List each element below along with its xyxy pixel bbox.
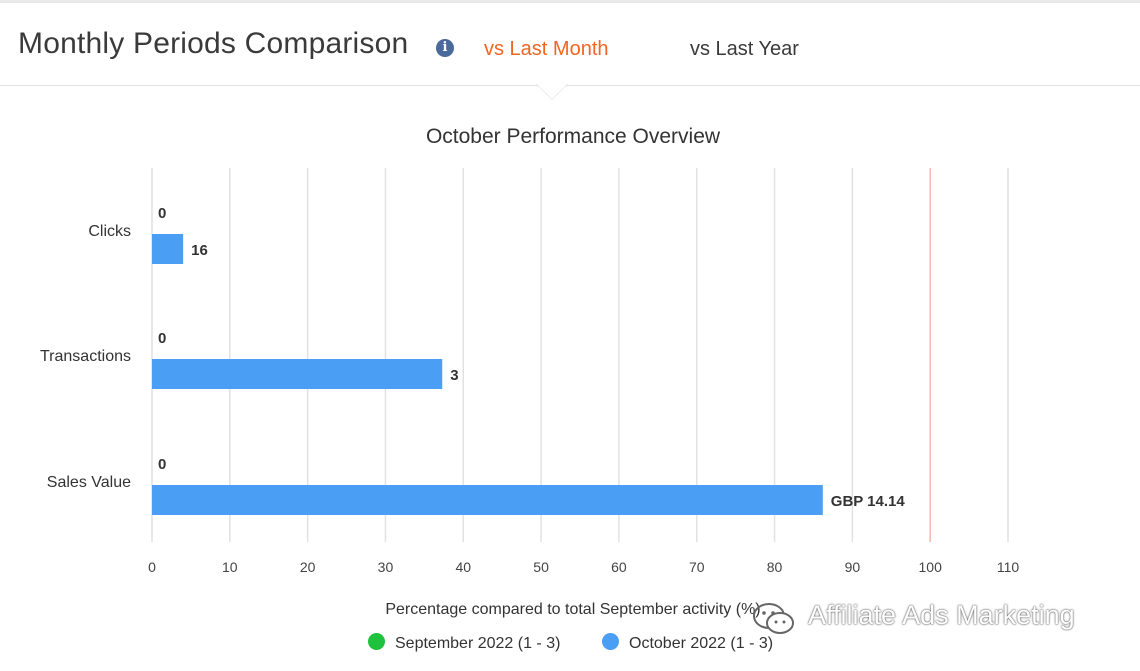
x-tick-label: 50 (533, 559, 549, 575)
watermark: Affiliate Ads Marketing (808, 600, 1075, 630)
chart-title: October Performance Overview (426, 125, 721, 148)
data-label-october: 3 (450, 367, 458, 384)
data-label-october: 16 (191, 242, 208, 259)
x-tick-label: 90 (845, 559, 861, 575)
x-tick-label: 110 (997, 559, 1020, 575)
tab-vs-last-month[interactable]: vs Last Month (484, 38, 609, 60)
x-tick-label: 10 (222, 559, 238, 575)
legend-item-october[interactable]: October 2022 (1 - 3) (602, 633, 773, 653)
top-border (0, 0, 1140, 3)
x-axis-label: Percentage compared to total September a… (385, 601, 760, 618)
x-tick-label: 20 (300, 559, 316, 575)
x-tick-label: 40 (455, 559, 471, 575)
legend-label-september: September 2022 (1 - 3) (395, 635, 561, 652)
legend-label-october: October 2022 (1 - 3) (629, 635, 774, 652)
x-tick-label: 80 (767, 559, 783, 575)
bar-october (152, 485, 823, 515)
wechat-icon (753, 603, 794, 634)
category-label: Sales Value (47, 474, 131, 491)
bar-october (152, 359, 443, 389)
data-label-september: 0 (158, 456, 166, 473)
legend-dot-september-icon (368, 633, 385, 650)
header: Monthly Periods Comparison i vs Last Mon… (0, 3, 1140, 86)
info-icon[interactable]: i (436, 39, 454, 57)
bar-october (152, 234, 184, 264)
x-tick-label: 60 (611, 559, 627, 575)
data-label-september: 0 (158, 330, 166, 347)
active-tab-pointer-fill (537, 84, 567, 99)
legend-item-september[interactable]: September 2022 (1 - 3) (368, 633, 560, 653)
x-tick-label: 70 (689, 559, 705, 575)
data-label-september: 0 (158, 205, 166, 222)
x-tick-label: 0 (148, 559, 156, 575)
tab-vs-last-year[interactable]: vs Last Year (690, 38, 799, 60)
data-label-october: GBP 14.14 (831, 493, 906, 510)
x-tick-label: 100 (919, 559, 943, 575)
category-label: Transactions (40, 348, 131, 365)
x-tick-label: 30 (378, 559, 394, 575)
category-label: Clicks (88, 223, 131, 240)
page-title: Monthly Periods Comparison (18, 27, 409, 60)
legend-dot-october-icon (602, 633, 619, 650)
